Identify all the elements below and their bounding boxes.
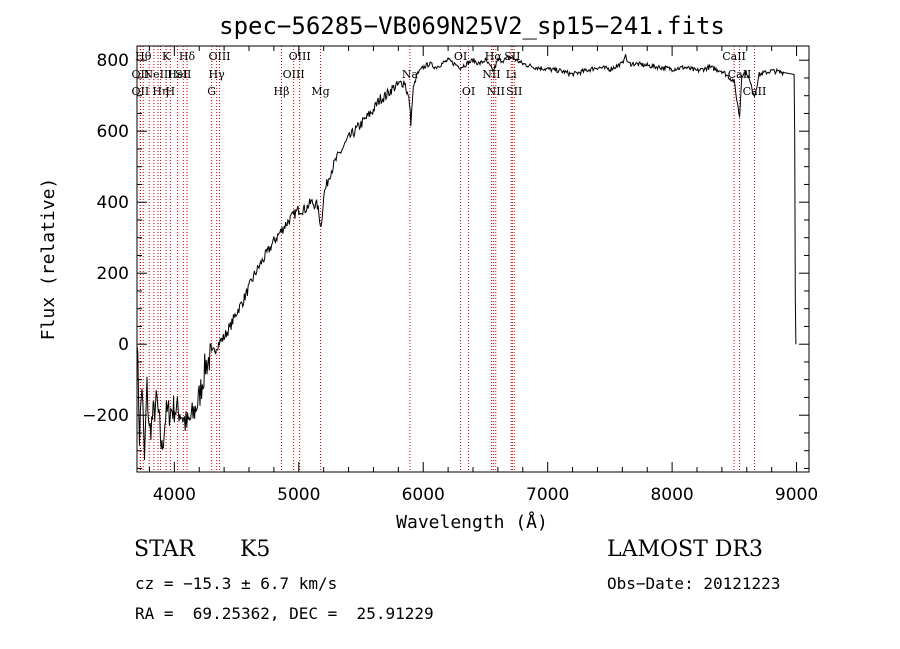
x-tick-label: 4000 [153, 485, 196, 505]
line-marker-label: CaII [728, 68, 752, 81]
line-marker-label: NII [487, 85, 505, 98]
line-marker-label: SII [506, 85, 522, 98]
sky-coordinates: RA = 69.25362, DEC = 25.91229 [135, 604, 434, 623]
line-marker-label: Li [506, 68, 517, 81]
plot-frame [136, 45, 810, 473]
y-tick-label: 400 [97, 193, 129, 213]
line-marker-label: NII [482, 68, 500, 81]
line-marker-label: OII [132, 68, 150, 81]
y-axis: −200 0 200 400 600 800 [82, 51, 809, 469]
y-tick-label: 800 [97, 51, 129, 71]
line-marker-label: OIII [208, 50, 230, 63]
object-subclass: K5 [240, 537, 271, 562]
x-tick-label: 6000 [402, 485, 445, 505]
line-marker-label: Hα [485, 50, 503, 63]
line-marker-label: OIII [289, 50, 311, 63]
x-tick-label: 9000 [775, 485, 818, 505]
line-markers [139, 46, 755, 472]
spectrum-line [136, 54, 797, 461]
line-marker-label: HeI [167, 68, 187, 81]
line-marker-label: Hη [152, 85, 168, 98]
line-marker-label: CaII [743, 85, 767, 98]
line-marker-label: Na [402, 68, 419, 81]
x-axis: 4000 5000 6000 7000 8000 9000 [148, 46, 818, 505]
x-tick-label: 5000 [277, 485, 320, 505]
line-marker-label: OI [462, 85, 475, 98]
line-marker-label: Hβ [274, 85, 290, 98]
x-tick-label: 8000 [650, 485, 693, 505]
line-marker-label: OIII [283, 68, 305, 81]
y-tick-label: −200 [82, 406, 129, 426]
line-marker-labels: HθOIIOIINeIIIHηKHHeISIIHδGHγOIIIHβOIIIOI… [132, 50, 767, 98]
line-marker-label: NeIII [143, 68, 172, 81]
object-class: STAR [134, 537, 195, 562]
y-tick-label: 200 [97, 264, 129, 284]
line-marker-label: Hθ [135, 50, 152, 63]
line-marker-label: OII [132, 85, 150, 98]
redshift-value: cz = −15.3 ± 6.7 km/s [135, 574, 338, 593]
line-marker-label: OI [454, 50, 467, 63]
y-tick-label: 0 [118, 335, 129, 355]
line-marker-label: K [162, 50, 171, 63]
line-marker-label: SII [175, 68, 191, 81]
line-marker-label: Hδ [179, 50, 196, 63]
line-marker-label: G [207, 85, 216, 98]
y-tick-label: 600 [97, 122, 129, 142]
survey-name: LAMOST DR3 [607, 537, 763, 562]
x-axis-label: Wavelength (Å) [396, 511, 548, 533]
line-marker-label: Hγ [209, 68, 226, 81]
line-marker-label: CaII [722, 50, 746, 63]
chart-title: spec−56285−VB069N25V2_sp15−241.fits [219, 12, 725, 40]
observation-date: Obs−Date: 20121223 [607, 574, 781, 593]
x-tick-label: 7000 [526, 485, 569, 505]
line-marker-label: H [166, 85, 176, 98]
line-marker-label: Mg [311, 85, 329, 98]
y-axis-label: Flux (relative) [38, 178, 59, 341]
